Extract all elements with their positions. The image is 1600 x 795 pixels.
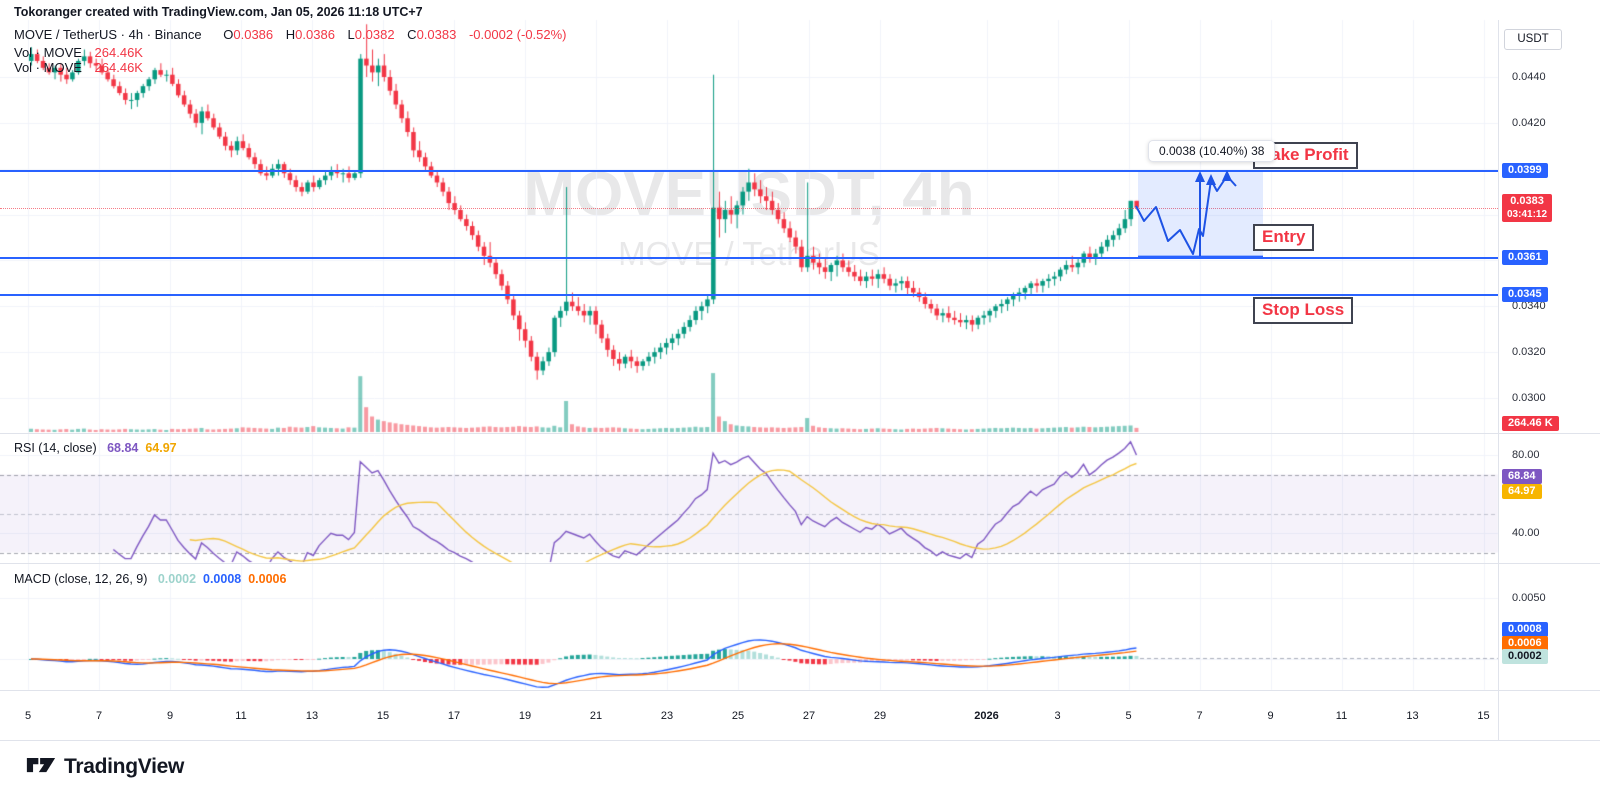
stop-loss-line[interactable] xyxy=(0,293,1498,296)
rsi-legend-row[interactable]: RSI (14, close) 68.84 64.97 xyxy=(14,441,177,455)
price-axis-separator[interactable] xyxy=(1498,20,1499,740)
time-tick[interactable]: 29 xyxy=(873,710,887,722)
rsi-value: 68.84 xyxy=(107,441,139,455)
pane-separator[interactable] xyxy=(0,563,1600,564)
time-tick[interactable]: 17 xyxy=(447,710,461,722)
take-profit-line[interactable] xyxy=(0,170,1498,172)
rsi-title[interactable]: RSI (14, close) xyxy=(14,441,97,455)
ohlc-close-label: C xyxy=(407,27,417,42)
entry-price-chip: 0.0361 xyxy=(1502,250,1548,266)
stop-loss-price-chip: 0.0345 xyxy=(1502,286,1548,302)
currency-toggle-button[interactable]: USDT xyxy=(1504,29,1562,50)
pane-separator xyxy=(0,740,1600,741)
rsi-value-chip: 68.84 xyxy=(1502,469,1542,484)
volume-legend-label[interactable]: Vol · MOVE xyxy=(14,60,82,75)
time-tick[interactable]: 21 xyxy=(589,710,603,722)
price-tick: 0.0300 xyxy=(1512,392,1546,404)
price-tick: 0.0440 xyxy=(1512,71,1546,83)
macd-hist-value: 0.0002 xyxy=(157,572,197,586)
time-tick[interactable]: 23 xyxy=(660,710,674,722)
rsi-tick: 40.00 xyxy=(1512,527,1540,539)
price-tick: 0.0420 xyxy=(1512,116,1546,129)
time-tick[interactable]: 5 xyxy=(24,710,32,722)
time-tick[interactable]: 9 xyxy=(1267,710,1274,722)
entry-label[interactable]: Entry xyxy=(1253,224,1315,252)
price-tick: 0.0320 xyxy=(1512,346,1546,359)
measurement-tooltip: 0.0038 (10.40%) 38 xyxy=(1148,140,1276,162)
macd-line-value: 0.0008 xyxy=(203,572,242,586)
macd-signal-value: 0.0006 xyxy=(248,572,287,586)
current-price-chip: 0.0383 03:41:12 xyxy=(1502,193,1553,222)
time-tick[interactable]: 13 xyxy=(1406,710,1419,722)
volume-legend-label[interactable]: Vol · MOVE xyxy=(14,45,82,60)
ohlc-close-value: 0.0383 xyxy=(416,27,457,42)
bar-countdown: 03:41:12 xyxy=(1507,208,1548,220)
time-tick[interactable]: 15 xyxy=(1477,710,1490,722)
price-tick: 0.0340 xyxy=(1512,300,1546,313)
volume-legend-row[interactable]: Vol · MOVE 264.46K xyxy=(14,60,143,75)
time-tick[interactable]: 13 xyxy=(305,710,319,722)
rsi-value-chip: 64.97 xyxy=(1502,484,1542,499)
footer: TradingView xyxy=(0,741,1600,795)
ohlc-open-value: 0.0386 xyxy=(233,27,274,42)
rsi-tick: 80.00 xyxy=(1512,449,1540,461)
current-price-line xyxy=(0,207,1498,209)
time-tick[interactable]: 15 xyxy=(376,710,390,722)
current-price-value: 0.0383 xyxy=(1510,194,1544,207)
macd-legend-row[interactable]: MACD (close, 12, 26, 9) 0.0002 0.0008 0.… xyxy=(14,572,286,586)
time-tick[interactable]: 25 xyxy=(731,710,745,722)
symbol-title[interactable]: MOVE / TetherUS · 4h · Binance xyxy=(14,27,202,42)
time-tick[interactable]: 19 xyxy=(518,710,532,722)
macd-value-chip: 0.0006 xyxy=(1502,636,1548,651)
take-profit-price-chip: 0.0399 xyxy=(1502,163,1548,178)
ohlc-open-label: O xyxy=(223,27,234,42)
ohlc-high-label: H xyxy=(285,27,296,42)
volume-legend-value: 264.46K xyxy=(94,60,143,75)
attribution-text: Tokoranger created with TradingView.com,… xyxy=(14,5,423,19)
time-tick[interactable]: 11 xyxy=(1335,710,1348,722)
entry-line[interactable] xyxy=(0,257,1498,260)
macd-tick: 0.0050 xyxy=(1512,592,1546,604)
macd-value-chip: 0.0002 xyxy=(1502,649,1548,664)
ohlc-high-value: 0.0386 xyxy=(295,27,335,42)
macd-value-chip: 0.0008 xyxy=(1502,622,1548,637)
macd-title[interactable]: MACD (close, 12, 26, 9) xyxy=(14,572,148,586)
time-tick[interactable]: 11 xyxy=(235,710,247,722)
stop-loss-label[interactable]: Stop Loss xyxy=(1253,296,1354,324)
tradingview-brand-text[interactable]: TradingView xyxy=(64,755,185,778)
ohlc-change-value: -0.0002 (-0.52%) xyxy=(468,27,567,42)
symbol-legend-row[interactable]: MOVE / TetherUS · 4h · Binance O0.0386 H… xyxy=(14,27,567,42)
time-tick[interactable]: 2026 xyxy=(974,710,999,722)
time-tick[interactable]: 3 xyxy=(1054,710,1061,722)
tradingview-logo-icon[interactable] xyxy=(26,752,56,780)
time-tick[interactable]: 7 xyxy=(95,710,103,722)
ohlc-low-label: L xyxy=(347,27,355,42)
pane-separator xyxy=(0,690,1600,691)
volume-value-chip: 264.46 K xyxy=(1502,416,1559,431)
volume-legend-value: 264.46K xyxy=(94,45,143,60)
time-tick[interactable]: 27 xyxy=(802,710,816,722)
time-tick[interactable]: 9 xyxy=(166,710,174,722)
time-tick[interactable]: 7 xyxy=(1196,710,1203,722)
ohlc-low-value: 0.0382 xyxy=(354,27,395,42)
volume-legend-row[interactable]: Vol · MOVE 264.46K xyxy=(14,45,143,60)
rsi-ma-value: 64.97 xyxy=(145,441,177,455)
pane-separator[interactable] xyxy=(0,433,1600,434)
time-tick[interactable]: 5 xyxy=(1125,710,1132,722)
